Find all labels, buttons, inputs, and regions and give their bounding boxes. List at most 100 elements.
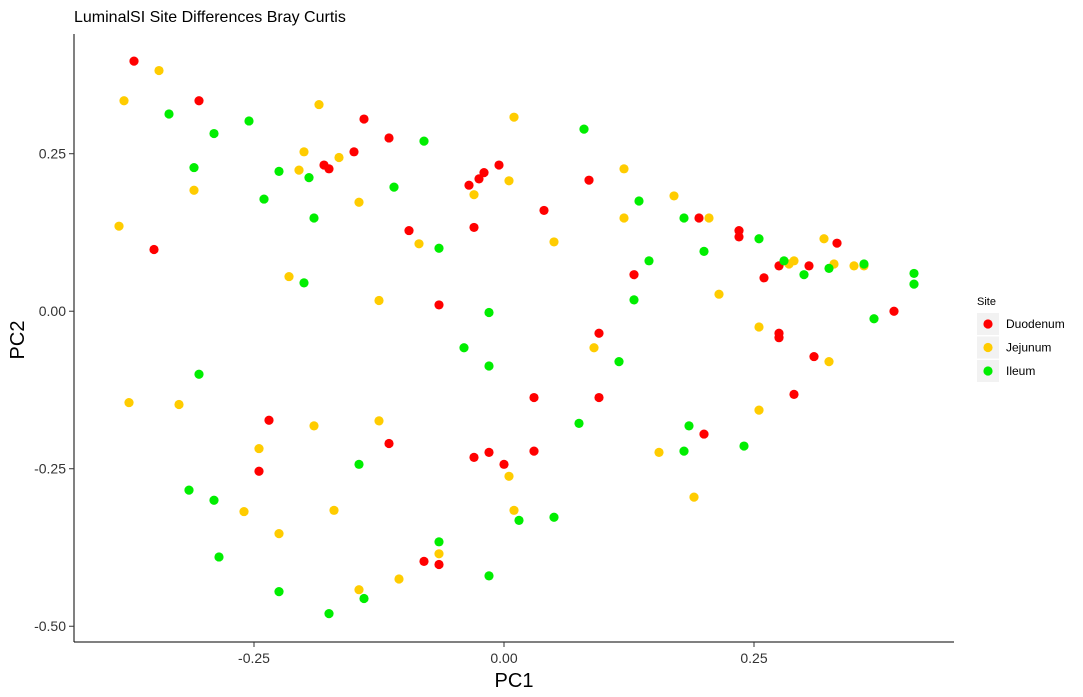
legend-key xyxy=(983,319,993,329)
data-point xyxy=(754,405,764,415)
data-point xyxy=(274,586,284,597)
axes xyxy=(73,34,954,643)
data-point xyxy=(149,244,159,255)
x-tick-label: -0.25 xyxy=(238,650,270,666)
data-point xyxy=(254,443,264,454)
data-point xyxy=(194,369,204,379)
data-point xyxy=(354,585,364,595)
x-ticks: -0.25 0.00 0.25 xyxy=(238,642,768,666)
data-point xyxy=(254,466,264,476)
data-point xyxy=(759,273,769,283)
data-point xyxy=(654,447,664,457)
data-point xyxy=(274,166,284,176)
data-point xyxy=(754,322,764,332)
data-point xyxy=(504,176,514,186)
data-point xyxy=(434,300,444,310)
data-point xyxy=(684,421,694,431)
data-point xyxy=(324,164,334,174)
data-point xyxy=(714,289,724,299)
data-point xyxy=(579,124,589,134)
data-point xyxy=(309,213,319,223)
data-point xyxy=(334,152,344,163)
data-point xyxy=(644,256,654,266)
legend-label: Ileum xyxy=(1006,364,1035,378)
data-point xyxy=(354,197,364,207)
data-point xyxy=(504,471,514,481)
legend-label: Duodenum xyxy=(1006,317,1065,331)
data-point xyxy=(184,485,194,495)
data-point xyxy=(474,174,484,184)
data-point xyxy=(699,246,709,256)
legend-title: Site xyxy=(977,296,996,308)
chart-title: LuminalSI Site Differences Bray Curtis xyxy=(74,9,346,26)
x-tick-label: 0.25 xyxy=(740,650,767,666)
x-axis-title: PC1 xyxy=(495,670,534,692)
data-point xyxy=(484,361,494,371)
data-point xyxy=(239,506,249,517)
data-point xyxy=(809,351,819,362)
data-point xyxy=(619,213,629,223)
data-point xyxy=(499,459,509,469)
legend-label: Jejunum xyxy=(1006,341,1051,355)
data-point xyxy=(679,213,689,223)
data-point xyxy=(824,263,834,273)
data-point xyxy=(804,261,814,271)
data-point xyxy=(509,112,519,122)
data-point xyxy=(734,225,744,236)
data-point xyxy=(464,180,474,190)
data-point xyxy=(434,559,444,570)
data-point xyxy=(549,512,559,522)
data-point xyxy=(434,549,444,559)
data-point xyxy=(824,357,834,367)
data-point xyxy=(594,392,604,403)
data-point xyxy=(634,196,644,206)
data-point xyxy=(189,162,199,173)
data-point xyxy=(189,185,199,195)
legend: Site Duodenum Jejunum Ileum xyxy=(977,296,1065,382)
data-point xyxy=(209,495,219,505)
x-tick-label: 0.00 xyxy=(490,650,517,666)
y-tick-label: -0.25 xyxy=(34,461,66,477)
data-point xyxy=(119,96,129,106)
y-tick-label: 0.25 xyxy=(39,146,66,162)
data-point xyxy=(154,65,164,76)
data-point xyxy=(869,314,879,324)
data-point xyxy=(549,237,559,247)
data-point xyxy=(479,168,489,178)
data-point xyxy=(394,574,404,584)
data-point xyxy=(354,459,364,469)
data-point xyxy=(359,593,369,604)
data-point xyxy=(384,133,394,143)
data-point xyxy=(529,446,539,456)
legend-key xyxy=(983,366,993,376)
data-point xyxy=(214,552,224,562)
data-point xyxy=(414,239,424,249)
data-point xyxy=(459,343,469,353)
data-point xyxy=(284,271,294,282)
data-point xyxy=(629,270,639,280)
data-point xyxy=(324,609,334,619)
data-point xyxy=(264,415,274,425)
data-point xyxy=(629,295,639,305)
data-point xyxy=(244,116,254,126)
data-point xyxy=(494,160,504,170)
data-point xyxy=(779,256,789,266)
data-point xyxy=(574,418,584,428)
data-points xyxy=(114,56,919,619)
data-point xyxy=(374,416,384,426)
data-point xyxy=(754,234,764,244)
data-point xyxy=(739,441,749,451)
y-tick-label: -0.50 xyxy=(34,618,66,634)
data-point xyxy=(304,173,314,183)
data-point xyxy=(619,164,629,174)
data-point xyxy=(259,194,269,204)
data-point xyxy=(434,243,444,253)
data-point xyxy=(514,515,524,526)
data-point xyxy=(389,182,399,192)
data-point xyxy=(689,492,699,502)
data-point xyxy=(509,505,519,515)
data-point xyxy=(679,446,689,456)
data-point xyxy=(694,213,704,223)
data-point xyxy=(909,268,919,279)
data-point xyxy=(374,295,384,306)
